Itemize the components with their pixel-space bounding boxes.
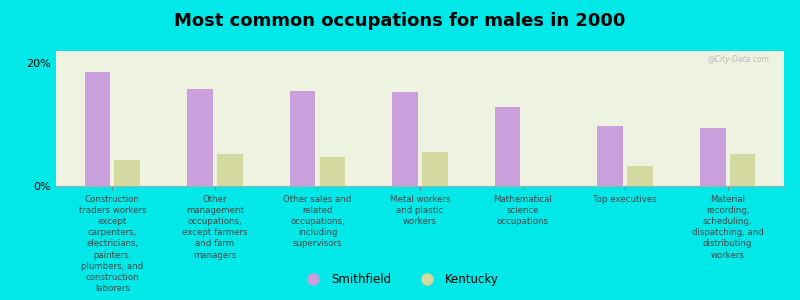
Bar	[495, 107, 521, 186]
Bar	[392, 92, 418, 186]
Bar	[700, 128, 726, 186]
Bar	[319, 157, 345, 186]
Legend: Smithfield, Kentucky: Smithfield, Kentucky	[297, 269, 503, 291]
Bar	[217, 154, 242, 186]
Text: Metal workers
and plastic
workers: Metal workers and plastic workers	[390, 195, 450, 226]
Bar	[627, 167, 653, 186]
Text: Mathematical
science
occupations: Mathematical science occupations	[493, 195, 552, 226]
Bar	[598, 126, 623, 186]
Text: Most common occupations for males in 2000: Most common occupations for males in 200…	[174, 12, 626, 30]
Text: @City-Data.com: @City-Data.com	[707, 55, 770, 64]
Bar	[730, 154, 755, 186]
Text: Top executives: Top executives	[593, 195, 657, 204]
Text: Construction
traders workers
except
carpenters,
electricians,
painters,
plumbers: Construction traders workers except carp…	[78, 195, 146, 293]
Text: Other sales and
related
occupations,
including
supervisors: Other sales and related occupations, inc…	[283, 195, 351, 248]
Bar	[85, 73, 110, 186]
Bar	[290, 91, 315, 186]
Bar	[114, 160, 140, 186]
Text: Other
management
occupations,
except farmers
and farm
managers: Other management occupations, except far…	[182, 195, 248, 260]
Bar	[422, 152, 448, 186]
Text: Material
recording,
scheduling,
dispatching, and
distributing
workers: Material recording, scheduling, dispatch…	[692, 195, 763, 260]
Bar	[187, 89, 213, 186]
